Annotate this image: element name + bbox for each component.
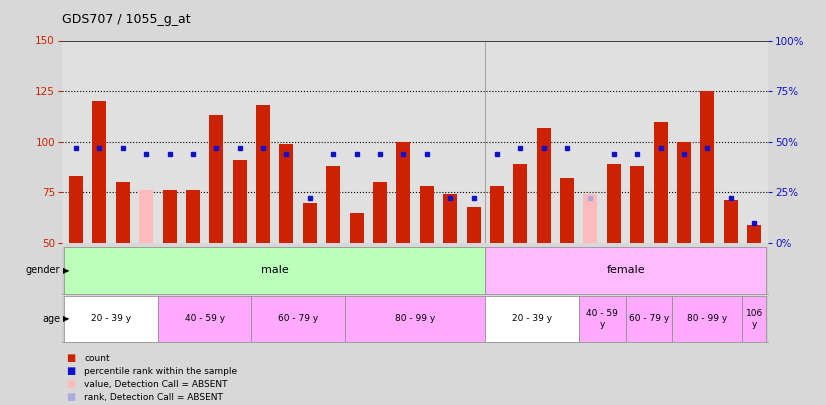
Bar	[513, 164, 527, 243]
Text: ■: ■	[66, 392, 75, 402]
Text: percentile rank within the sample: percentile rank within the sample	[84, 367, 237, 376]
Bar	[186, 190, 200, 243]
Bar	[490, 186, 504, 243]
Text: GDS707 / 1055_g_at: GDS707 / 1055_g_at	[62, 13, 191, 26]
Text: 60 - 79 y: 60 - 79 y	[629, 314, 669, 324]
Text: ▶: ▶	[63, 314, 69, 324]
Text: value, Detection Call = ABSENT: value, Detection Call = ABSENT	[84, 380, 228, 389]
Text: male: male	[261, 265, 288, 275]
Bar	[420, 186, 434, 243]
Bar	[64, 296, 158, 342]
Text: female: female	[606, 265, 645, 275]
Bar	[537, 128, 551, 243]
Bar	[560, 178, 574, 243]
Bar	[653, 122, 667, 243]
Text: 80 - 99 y: 80 - 99 y	[395, 314, 435, 324]
Text: rank, Detection Call = ABSENT: rank, Detection Call = ABSENT	[84, 393, 223, 402]
Bar	[630, 166, 644, 243]
Bar	[233, 160, 247, 243]
Bar	[672, 296, 743, 342]
Text: gender: gender	[26, 265, 60, 275]
Bar	[303, 202, 317, 243]
Text: ▶: ▶	[63, 266, 69, 275]
Bar	[69, 176, 83, 243]
Bar	[373, 182, 387, 243]
Bar	[396, 142, 411, 243]
Bar	[345, 296, 485, 342]
Bar	[485, 296, 579, 342]
Bar	[485, 247, 766, 294]
Bar	[116, 182, 130, 243]
Bar	[583, 194, 597, 243]
Text: 40 - 59
y: 40 - 59 y	[586, 309, 618, 328]
Bar	[279, 144, 293, 243]
Bar	[256, 105, 270, 243]
Text: 40 - 59 y: 40 - 59 y	[184, 314, 225, 324]
Text: age: age	[42, 314, 60, 324]
Bar	[607, 164, 621, 243]
Bar	[724, 200, 738, 243]
Text: 20 - 39 y: 20 - 39 y	[91, 314, 131, 324]
Bar	[139, 190, 153, 243]
Bar	[64, 247, 485, 294]
Bar	[625, 296, 672, 342]
Text: ■: ■	[66, 379, 75, 389]
Bar	[158, 296, 251, 342]
Text: ■: ■	[66, 354, 75, 363]
Text: ■: ■	[66, 367, 75, 376]
Bar	[700, 91, 714, 243]
Text: 106
y: 106 y	[746, 309, 762, 328]
Bar	[467, 207, 481, 243]
Bar	[748, 225, 762, 243]
Bar	[93, 101, 107, 243]
Bar	[443, 194, 457, 243]
Bar	[677, 142, 691, 243]
Bar	[579, 296, 625, 342]
Bar	[209, 115, 223, 243]
Bar	[349, 213, 363, 243]
Text: 80 - 99 y: 80 - 99 y	[687, 314, 728, 324]
Text: 20 - 39 y: 20 - 39 y	[512, 314, 552, 324]
Bar	[163, 190, 177, 243]
Text: 60 - 79 y: 60 - 79 y	[278, 314, 318, 324]
Bar	[743, 296, 766, 342]
Bar	[251, 296, 345, 342]
Bar	[326, 166, 340, 243]
Text: count: count	[84, 354, 110, 363]
